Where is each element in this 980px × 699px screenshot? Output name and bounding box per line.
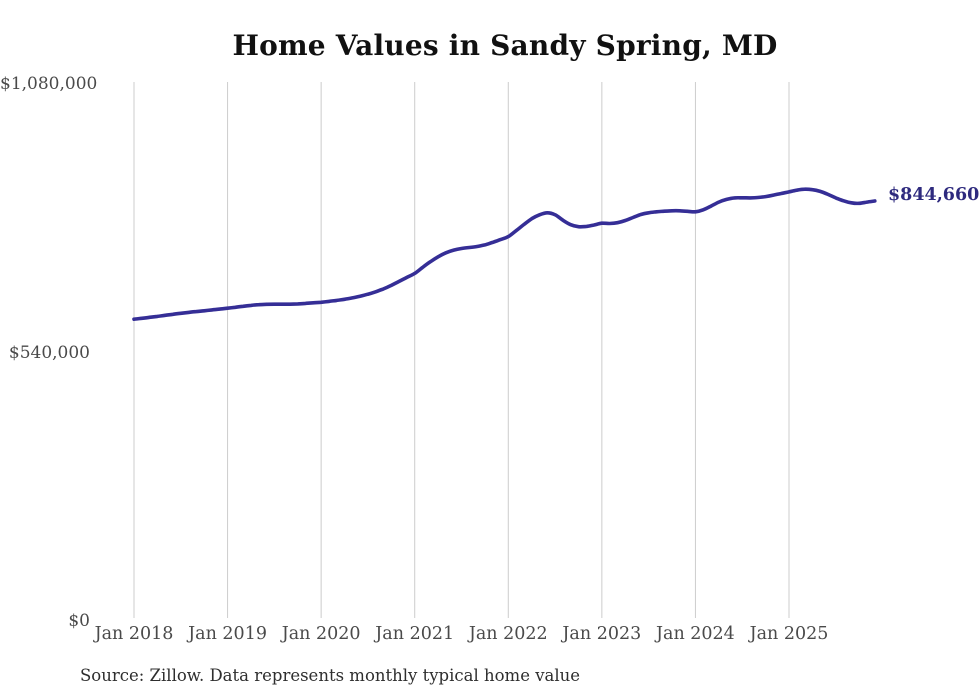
x-tick-label: Jan 2020 — [281, 624, 361, 644]
source-note: Source: Zillow. Data represents monthly … — [80, 666, 581, 685]
y-tick-label: $1,080,000 — [0, 74, 98, 94]
y-tick-label: $540,000 — [8, 342, 90, 363]
x-tick-label: Jan 2023 — [562, 624, 642, 644]
x-tick-label: Jan 2024 — [656, 624, 735, 644]
latest-value-label: $844,660 — [888, 185, 980, 205]
x-tick-label: Jan 2025 — [749, 624, 829, 644]
home-value-line — [132, 187, 877, 321]
x-tick-label: Jan 2019 — [188, 624, 267, 644]
x-tick-label: Jan 2021 — [375, 624, 455, 644]
x-tick-label: Jan 2022 — [468, 624, 548, 644]
x-tick-label: Jan 2018 — [94, 624, 174, 644]
chart-title: Home Values in Sandy Spring, MD — [232, 29, 778, 62]
y-tick-label: $0 — [68, 611, 90, 631]
vertical-gridlines — [133, 82, 790, 618]
